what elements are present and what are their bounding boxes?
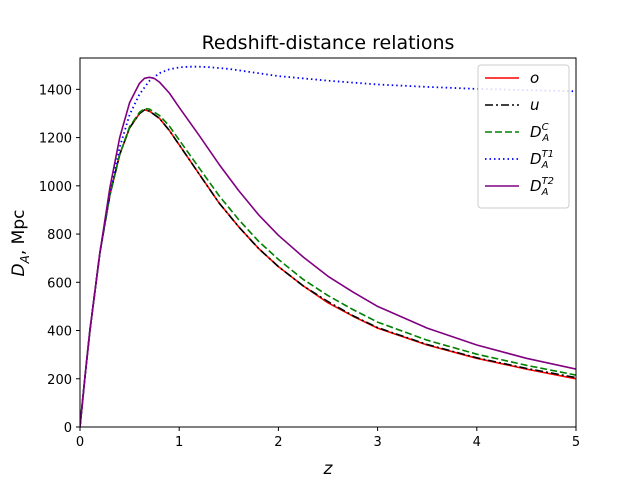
legend-box: [477, 64, 570, 209]
series-layer: [80, 65, 576, 427]
legend-label-1: o: [530, 69, 539, 87]
y-tick-label: 400: [47, 325, 72, 340]
plot-area: [79, 57, 577, 428]
y-axis-ticks: 0 200 400 600 800 1000 1200 1400: [39, 83, 80, 436]
legend-label-base: o: [530, 69, 539, 87]
series-line-5: [80, 76, 576, 427]
y-axis-title-sub: A: [18, 255, 32, 264]
legend-label-base: D: [530, 123, 542, 141]
x-tick-label: 2: [274, 435, 282, 450]
x-tick-label: 3: [373, 435, 381, 450]
legend-label-base: D: [530, 177, 542, 195]
y-tick-label: 0: [64, 421, 72, 436]
legend-label-2: u: [530, 96, 540, 114]
y-tick-label: 600: [47, 276, 72, 291]
legend-label-sup: T2: [542, 176, 554, 187]
legend-label-4: DT1 A: [530, 149, 554, 171]
x-tick-label: 5: [572, 435, 580, 450]
x-tick-label: 4: [473, 435, 481, 450]
legend-label-sub: A: [541, 160, 549, 171]
x-tick-label: 1: [175, 435, 183, 450]
legend-label-5: DT2 A: [530, 176, 554, 198]
legend-label-sub: A: [541, 187, 549, 198]
x-tick-label: 0: [76, 435, 84, 450]
series-line-3: [80, 107, 576, 427]
y-tick-label: 1400: [39, 83, 72, 98]
y-tick-label: 1200: [39, 132, 72, 147]
y-axis-title-base: D: [9, 263, 29, 276]
legend-label-sup: C: [542, 122, 549, 133]
plot-frame: [79, 57, 577, 428]
legend-label-base: u: [530, 96, 540, 114]
legend-label-sup: T1: [542, 149, 554, 160]
legend-label-3: DC A: [530, 122, 549, 144]
chart-title: Redshift-distance relations: [202, 32, 455, 54]
legend-label-sub: A: [541, 133, 549, 144]
legend-label-base: D: [530, 150, 542, 168]
y-tick-label: 800: [47, 228, 72, 243]
y-axis-title-rest: , Mpc: [9, 210, 29, 256]
x-axis-title: z: [323, 459, 334, 479]
y-axis-title: DA, Mpc: [9, 210, 32, 277]
y-tick-label: 200: [47, 373, 72, 388]
x-axis-ticks: 0 1 2 3 4 5: [76, 427, 580, 450]
y-tick-label: 1000: [39, 180, 72, 195]
